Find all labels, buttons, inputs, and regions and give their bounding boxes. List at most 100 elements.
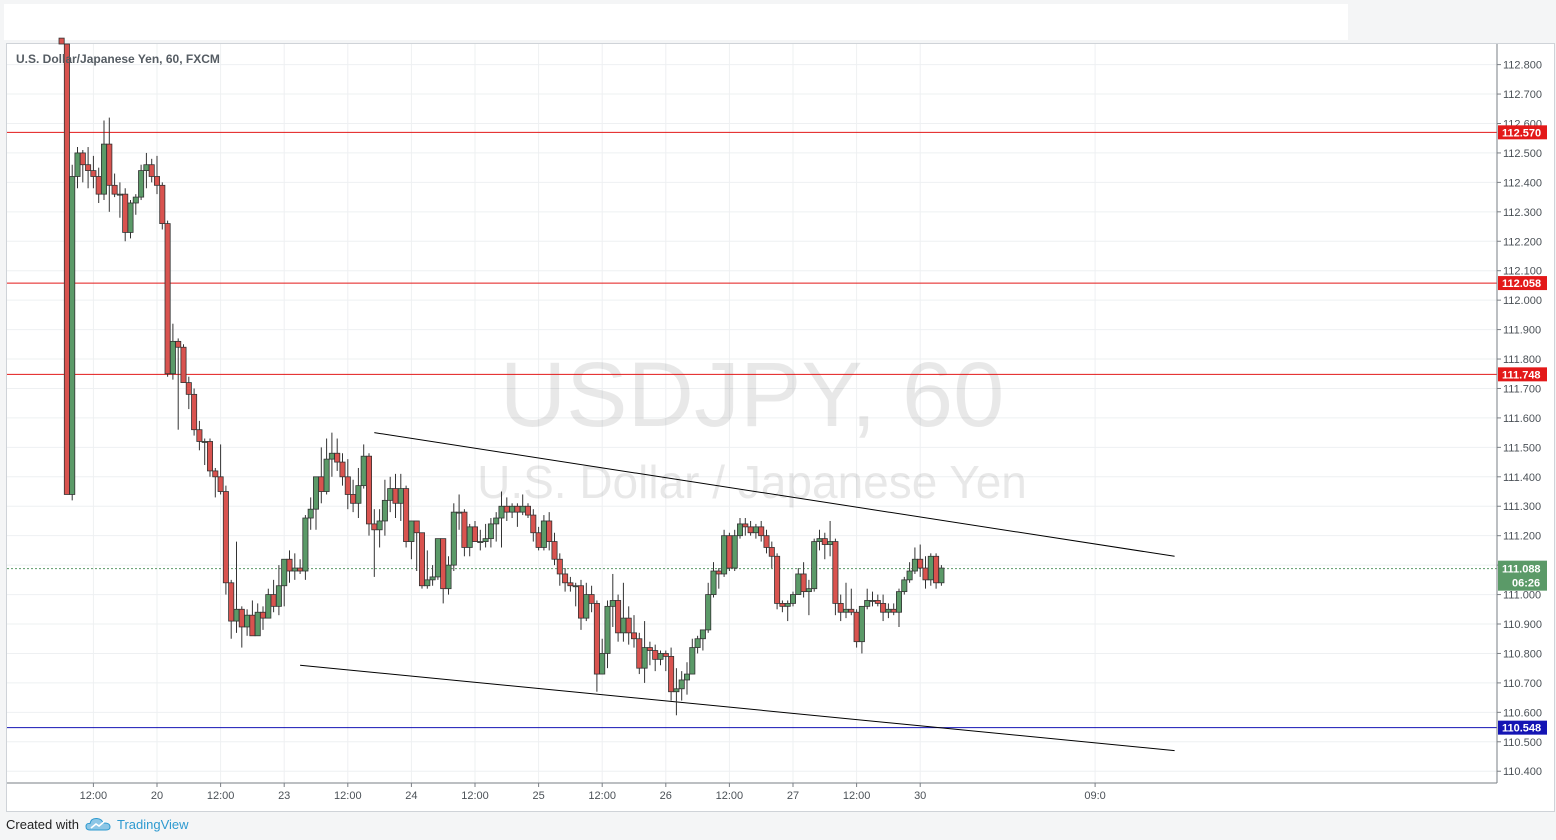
candle-body-down (392, 488, 399, 504)
horizontal-levels (7, 131, 1497, 729)
time-tick-label: 20 (151, 790, 163, 802)
candle-body-up (519, 505, 526, 513)
candle-body-down (774, 555, 781, 604)
price-axis[interactable]: 112.800 112.700 112.600 112.500 112.400 112.3… (1496, 44, 1542, 783)
candle-body-up (927, 555, 934, 581)
footer-credit[interactable]: Created with TradingView (6, 814, 189, 834)
price-tick-label: 112.000 (1503, 295, 1542, 307)
candle (493, 512, 500, 542)
candle (90, 155, 97, 189)
candle-body-down (779, 603, 786, 607)
candle (217, 444, 224, 495)
candle (180, 344, 187, 383)
candle-body-down (90, 170, 97, 177)
candle (938, 565, 945, 586)
candle-body-down (196, 429, 203, 442)
candle-body-up (678, 679, 685, 690)
candle-body-up (604, 605, 611, 654)
candle-body-down (191, 393, 198, 431)
candle-body-down (471, 526, 478, 542)
candle (312, 476, 319, 530)
candle (710, 562, 717, 598)
candle (530, 509, 537, 542)
candle-body-up (328, 452, 335, 460)
candle-body-down (646, 647, 653, 651)
price-tick-label: 111.300 (1503, 501, 1541, 513)
candle-body-down (259, 611, 266, 619)
candle-body-up (938, 567, 945, 584)
time-tick-label: 26 (660, 790, 672, 802)
candle (286, 550, 293, 583)
candle (800, 562, 807, 598)
candle (631, 615, 638, 648)
candle (302, 515, 309, 580)
candle-body-up (811, 541, 818, 590)
candle-body-down (742, 523, 749, 528)
candle-body-up (434, 538, 441, 578)
price-tick-label: 110.600 (1503, 707, 1542, 719)
candle (562, 568, 569, 592)
price-tick-label: 112.500 (1503, 148, 1542, 160)
candle (175, 338, 182, 430)
candle-body-down (153, 176, 160, 186)
candle (429, 565, 436, 586)
candle-body-down (726, 535, 733, 569)
candle (339, 453, 346, 486)
candle (684, 662, 691, 695)
candle-body-up (169, 340, 176, 375)
candle (222, 485, 229, 595)
tradingview-link[interactable]: TradingView (116, 816, 189, 832)
candle-body-up (869, 600, 876, 602)
candle-body-down (175, 340, 182, 348)
candle (662, 650, 669, 672)
grid-lines (7, 44, 1497, 783)
level-price-tag (1498, 367, 1547, 382)
bar-countdown-label: 06:26 (1512, 578, 1540, 590)
candle-body-up (694, 638, 701, 648)
level-price-tag (1498, 276, 1547, 291)
candle-body-down (636, 638, 643, 669)
time-axis[interactable]: 12:00 20 12:00 23 12:00 24 12:00 25 12:00 26 12:00… (7, 782, 1497, 802)
candle-body-down (933, 555, 940, 584)
level-price-label: 111.748 (1502, 369, 1541, 381)
candle-body-down (763, 535, 770, 548)
candle-body-up (673, 688, 680, 693)
candle (153, 155, 160, 195)
candle-body-down (339, 461, 346, 478)
candle (413, 520, 420, 572)
candle-body-up (705, 594, 712, 631)
candle-body-up (127, 202, 134, 233)
candle-body-down (238, 608, 245, 628)
candle (164, 220, 171, 377)
candle (774, 553, 781, 610)
price-tick-label: 112.700 (1503, 89, 1542, 101)
candle (901, 576, 908, 595)
candle-body-up (816, 538, 823, 542)
candle-body-down (503, 505, 510, 513)
top-toolbar-area (4, 4, 1348, 40)
candle (525, 503, 532, 519)
candle (206, 438, 213, 477)
price-tick-label: 111.200 (1503, 531, 1541, 543)
price-tick-label: 112.400 (1503, 177, 1542, 189)
candle-body-down (318, 476, 325, 492)
symbol-description: U.S. Dollar/Japanese Yen, 60, FXCM (16, 52, 220, 66)
candle-body-down (461, 511, 468, 548)
candle (132, 194, 139, 215)
candle-body-up (572, 585, 579, 588)
candle (551, 532, 558, 566)
candle-body-down (525, 505, 532, 516)
candle (673, 668, 680, 716)
candle-body-down (79, 152, 86, 166)
time-tick-label: 12:00 (207, 790, 235, 802)
candle-body-down (832, 541, 839, 604)
candle-body-up (116, 193, 123, 196)
candle (159, 182, 166, 230)
candle-body-down (567, 582, 574, 587)
candle (646, 641, 653, 666)
candle (228, 579, 235, 639)
candle (668, 647, 675, 701)
candle-body-up (620, 617, 627, 634)
candle (593, 600, 600, 692)
